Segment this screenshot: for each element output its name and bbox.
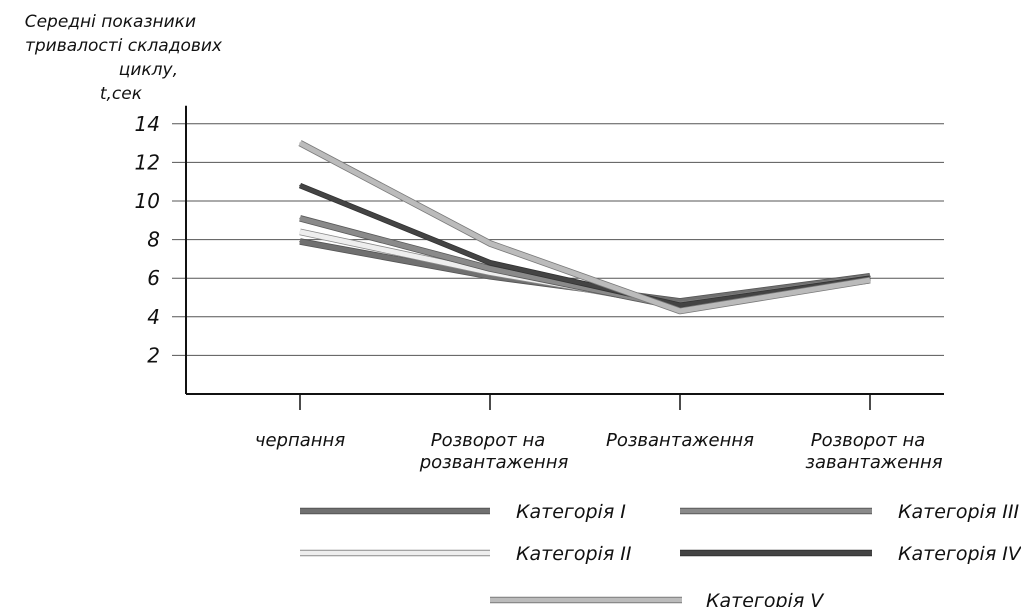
x-tick-label: Розвантаження [606,430,754,451]
y-axis-title-line: тривалості складових [25,36,223,56]
x-tick-label: Розворот на [811,430,926,451]
grid-lines [172,123,944,356]
y-tick-label: 8 [147,228,160,252]
legend-item: Категорія II [300,543,632,565]
y-axis-title-line: Середні показники [25,12,196,32]
y-axis-ticks: 2 4 6 8 10 12 14 [135,112,160,368]
y-axis-title-line: t,сек [100,84,143,104]
data-point [489,267,491,270]
legend-label: Категорія I [516,501,626,523]
x-tick-label: Розворот на [431,430,546,451]
series-line [299,183,871,308]
y-tick-label: 14 [135,112,160,136]
series-line [298,140,871,314]
data-point [299,184,301,187]
axes [185,105,944,395]
data-point [299,231,301,233]
data-point [489,275,491,278]
data-point [299,240,301,243]
legend: Категорія I Категорія II Категорія III Кате… [300,501,1021,607]
series-lines [298,140,871,315]
x-tick-label: черпання [255,430,345,451]
data-point [489,261,491,264]
x-axis-ticks: черпання Розворот нарозвантаженняРозванта… [255,394,943,473]
y-tick-label: 4 [147,305,160,329]
data-point [299,217,301,220]
y-axis-title: Середні показники тривалості складових цик… [25,12,223,104]
y-tick-label: 6 [147,266,160,290]
y-tick-label: 10 [135,189,160,213]
data-point [489,271,491,274]
legend-item: Категорія I [300,501,626,523]
data-point [679,304,681,307]
data-point [679,310,681,312]
legend-item: Категорія IV [680,543,1021,565]
data-point [869,279,871,281]
legend-item: Категорія V [490,590,825,607]
x-tick-label: розвантаження [419,452,569,473]
legend-item: Категорія III [680,501,1020,523]
legend-label: Категорія II [516,543,632,565]
legend-label: Категорія IV [898,543,1021,565]
y-tick-label: 12 [135,150,160,174]
x-tick-label: завантаження [805,452,942,473]
data-point [679,300,681,303]
data-point [489,242,491,245]
y-axis-title-line: циклу, [119,60,178,80]
y-tick-label: 2 [147,343,160,367]
legend-label: Категорія III [898,501,1020,523]
data-point [299,142,301,144]
legend-label: Категорія V [706,590,825,607]
